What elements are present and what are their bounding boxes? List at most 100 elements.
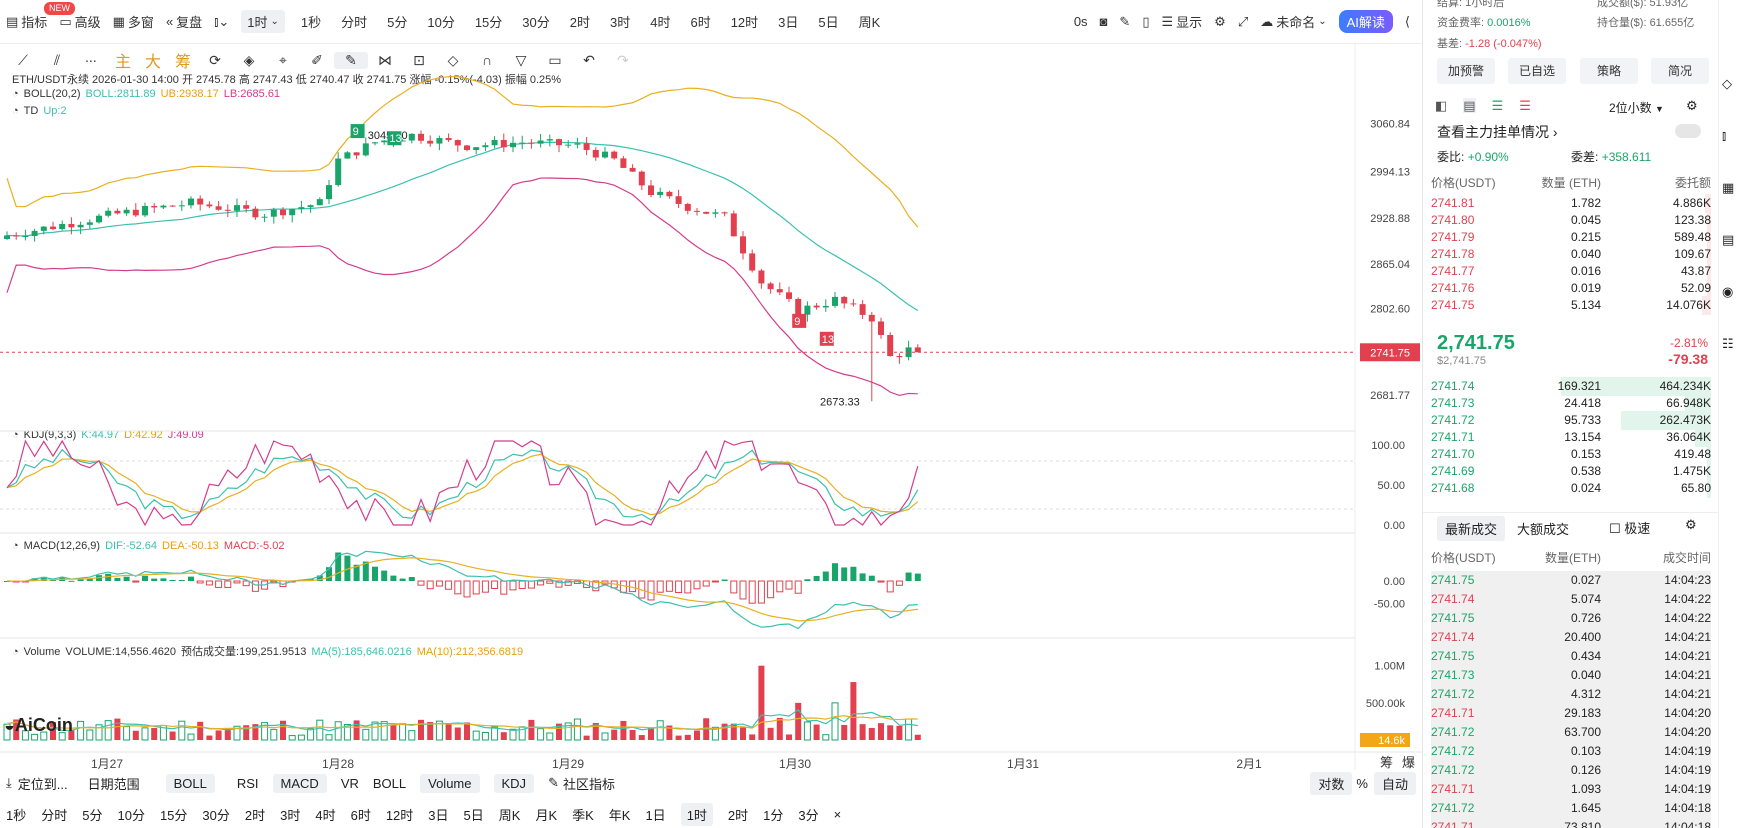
period-12[interactable]: 5日 — [818, 15, 839, 30]
ask-row[interactable]: 2741.81 1.782 4.886K — [1431, 194, 1711, 213]
edit-icon[interactable]: ✎ — [548, 775, 559, 790]
chip-indicator-button[interactable]: 筹 — [174, 54, 191, 71]
community-indicator-button[interactable]: 社区指标 — [562, 776, 615, 792]
trash-icon[interactable]: ▯ — [1142, 13, 1150, 29]
book-icon[interactable]: ▤ — [1722, 232, 1735, 247]
bottom-period-5[interactable]: 30分 — [202, 807, 230, 823]
pattern-icon[interactable]: ⋈ — [378, 51, 392, 68]
bottom-period-1[interactable]: 分时 — [41, 807, 68, 823]
advanced-button[interactable]: ▭ 高级 — [59, 13, 101, 31]
bottom-period-7[interactable]: 3时 — [280, 807, 301, 823]
decimals-select[interactable]: 2位小数 ▼ — [1609, 101, 1664, 115]
settings-icon[interactable]: ⚙ — [1685, 517, 1697, 532]
brush-icon[interactable]: ✎ — [334, 51, 368, 69]
settings-icon[interactable]: ⚙ — [1686, 98, 1698, 113]
bottom-period-8[interactable]: 4时 — [315, 807, 336, 823]
add-alert-button[interactable]: 加预警 — [1437, 58, 1495, 84]
cube-icon[interactable]: ◇ — [1722, 76, 1732, 91]
summary-button[interactable]: 简况 — [1651, 58, 1709, 84]
bottom-period-11[interactable]: 3日 — [428, 807, 449, 823]
period-5[interactable]: 30分 — [522, 15, 550, 30]
speed-checkbox[interactable]: ☐ 极速 — [1609, 521, 1651, 536]
indicator-kdj[interactable]: KDJ — [493, 773, 535, 793]
period-3[interactable]: 10分 — [427, 15, 455, 30]
bottom-period-16[interactable]: 年K — [608, 807, 631, 823]
bell-icon[interactable]: ◔ — [12, 540, 19, 552]
percent-scale-button[interactable]: % — [1356, 775, 1368, 791]
tab-latest-trades[interactable]: 最新成交 — [1437, 516, 1506, 541]
period-11[interactable]: 3日 — [778, 15, 799, 30]
dots-tool-icon[interactable]: ∙∙∙ — [85, 52, 97, 68]
strategy-button[interactable]: 策略 — [1580, 58, 1638, 84]
bid-row[interactable]: 2741.68 0.024 65.80 — [1431, 479, 1711, 498]
chart-icon[interactable]: ⫾ — [1722, 128, 1727, 143]
auto-scale-button[interactable]: 自动 — [1373, 771, 1416, 795]
main-indicator-button[interactable]: 主 — [114, 54, 131, 71]
indicator-button[interactable]: ▤ 指标 — [6, 13, 48, 31]
period-13[interactable]: 周K — [858, 15, 881, 30]
news-icon[interactable]: ☷ — [1722, 336, 1734, 351]
bottom-period-22[interactable]: × — [833, 806, 842, 822]
date-range-button[interactable]: 日期范围 — [87, 776, 140, 792]
locate-button[interactable]: 定位到... — [17, 776, 68, 792]
replay-button[interactable]: «复盘 — [165, 14, 203, 30]
filter-icon[interactable]: ▽ — [515, 51, 527, 68]
bottom-period-0[interactable]: 1秒 — [6, 807, 27, 823]
pen-icon[interactable]: ✐ — [311, 51, 323, 68]
bottom-period-6[interactable]: 2时 — [244, 807, 266, 823]
ask-row[interactable]: 2741.78 0.040 109.67 — [1431, 245, 1711, 264]
bottom-period-9[interactable]: 6时 — [350, 807, 371, 823]
redo-icon[interactable]: ↷ — [617, 51, 629, 68]
share-icon[interactable]: ⟨ — [1404, 13, 1410, 29]
bottom-period-18[interactable]: 1时 — [680, 802, 713, 826]
sync-icon[interactable]: ⟳ — [209, 51, 221, 68]
undo-icon[interactable]: ↶ — [583, 51, 595, 68]
ask-row[interactable]: 2741.75 5.134 14.076K — [1431, 296, 1711, 315]
bottom-period-14[interactable]: 月K — [535, 807, 558, 823]
period-1[interactable]: 分时 — [341, 15, 368, 30]
period-6[interactable]: 2时 — [569, 15, 590, 30]
bottom-period-10[interactable]: 12时 — [385, 807, 414, 823]
multi-window-button[interactable]: ▦ 多窗 — [112, 13, 154, 31]
bid-row[interactable]: 2741.69 0.538 1.475K — [1431, 462, 1711, 481]
bottom-period-2[interactable]: 5分 — [82, 807, 103, 823]
line-tool-icon[interactable]: ⟋ — [18, 51, 28, 68]
period-4[interactable]: 15分 — [474, 15, 503, 30]
delete-icon[interactable]: ▭ — [548, 51, 562, 68]
locate-icon[interactable]: ⤓ — [6, 775, 12, 790]
bottom-period-13[interactable]: 周K — [498, 807, 521, 823]
tag-icon[interactable]: ◇ — [447, 51, 459, 68]
big-indicator-button[interactable]: 大 — [144, 54, 161, 71]
book-ask-icon[interactable]: ☰ — [1491, 98, 1504, 113]
magnet-icon[interactable]: ∩ — [481, 52, 493, 68]
bottom-period-4[interactable]: 15分 — [159, 807, 188, 823]
bid-row[interactable]: 2741.73 24.418 66.948K — [1431, 394, 1711, 413]
period-0[interactable]: 1秒 — [300, 15, 322, 30]
bid-row[interactable]: 2741.72 95.733 262.473K — [1431, 411, 1711, 430]
book-list-icon[interactable]: ☰ — [1519, 98, 1531, 113]
ask-row[interactable]: 2741.76 0.019 52.09 — [1431, 279, 1711, 298]
indicator-rsi[interactable]: RSI — [236, 775, 259, 791]
display-button[interactable]: ☰ 显示 — [1161, 13, 1203, 31]
draw-icon[interactable]: ✎ — [1119, 13, 1131, 29]
indicator-boll-sub[interactable]: BOLL — [372, 775, 407, 791]
lock-icon[interactable]: ⊡ — [413, 51, 425, 68]
book-bid-icon[interactable]: ▤ — [1463, 98, 1476, 113]
camera-icon[interactable]: ◙ — [1099, 14, 1108, 29]
bell-icon[interactable]: ◔ — [12, 88, 19, 100]
period-select[interactable]: 1时 ⌄ — [241, 10, 285, 33]
tab-large-trades[interactable]: 大额成交 — [1517, 522, 1570, 537]
parallel-tool-icon[interactable]: ⫽ — [53, 51, 61, 68]
ai-button[interactable]: AI解读 — [1338, 10, 1393, 33]
bottom-period-17[interactable]: 1日 — [645, 807, 666, 823]
period-8[interactable]: 4时 — [650, 15, 671, 30]
bottom-period-15[interactable]: 季K — [572, 807, 594, 823]
depth-title[interactable]: 查看主力挂单情况 › — [1437, 124, 1558, 140]
indicator-volume[interactable]: Volume — [420, 773, 480, 793]
period-9[interactable]: 6时 — [690, 15, 711, 30]
indicator-boll-main[interactable]: BOLL — [165, 773, 215, 793]
watchlist-button[interactable]: 已自选 — [1508, 58, 1566, 84]
bid-row[interactable]: 2741.74 169.321 464.234K — [1431, 377, 1711, 396]
chip-corner-button[interactable]: 筹 — [1380, 755, 1394, 770]
